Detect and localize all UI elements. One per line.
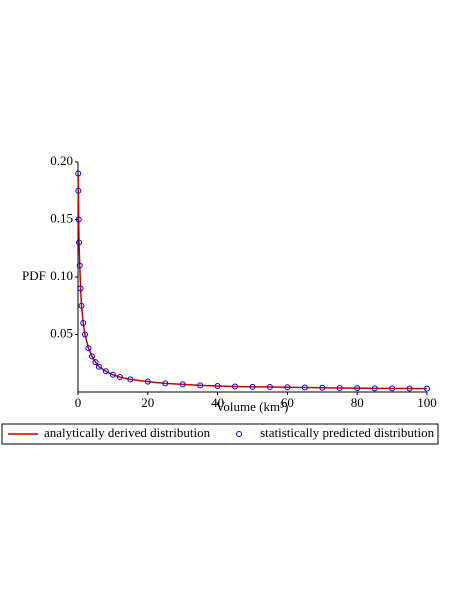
x-tick-label: 60: [281, 395, 294, 410]
data-point: [406, 385, 413, 392]
data-point: [424, 385, 430, 392]
data-point: [179, 381, 186, 388]
data-point: [127, 376, 134, 383]
data-point: [80, 320, 87, 326]
data-point: [92, 359, 99, 366]
x-tick-label: 40: [211, 395, 224, 410]
data-point: [301, 384, 308, 391]
y-axis-label: PDF: [22, 268, 46, 283]
data-point: [75, 216, 82, 223]
x-tick-label: 80: [351, 395, 364, 410]
data-point: [249, 383, 256, 390]
data-point: [76, 262, 83, 269]
data-point: [75, 170, 82, 177]
data-point: [144, 378, 151, 385]
data-point: [371, 385, 378, 392]
y-tick-label: 0.15: [50, 210, 73, 225]
legend-label: analytically derived distribution: [44, 425, 211, 440]
data-point: [284, 384, 291, 391]
y-tick-label: 0.05: [50, 325, 73, 340]
data-point: [102, 368, 109, 375]
x-tick-label: 100: [417, 395, 437, 410]
data-point: [77, 285, 84, 292]
legend-label: statistically predicted distribution: [260, 425, 435, 440]
data-point: [116, 374, 123, 381]
data-point: [95, 363, 102, 370]
data-point: [81, 331, 88, 338]
data-point: [76, 239, 83, 246]
x-tick-label: 20: [141, 395, 154, 410]
y-tick-label: 0.20: [50, 153, 73, 168]
data-point: [162, 380, 169, 387]
x-axis-label: Volume (km³): [216, 399, 289, 414]
data-line: [77, 173, 428, 390]
data-point: [266, 384, 273, 391]
data-point: [75, 187, 82, 194]
y-tick-label: 0.10: [50, 268, 73, 283]
x-tick-label: 0: [75, 395, 82, 410]
data-point: [214, 383, 221, 390]
data-point: [88, 353, 95, 360]
data-point: [354, 385, 361, 392]
data-point: [389, 385, 396, 392]
data-point: [109, 371, 116, 378]
legend-box: [1, 423, 439, 445]
data-point: [78, 302, 85, 309]
data-point: [85, 345, 92, 352]
data-point: [232, 383, 239, 390]
data-point: [336, 384, 343, 391]
data-point: [319, 384, 326, 391]
legend-swatch: [236, 431, 243, 437]
data-point: [197, 382, 204, 389]
